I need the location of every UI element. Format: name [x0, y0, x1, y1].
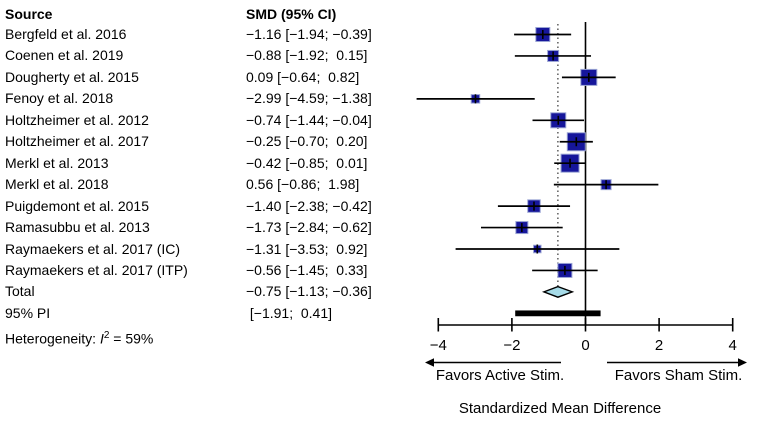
x-axis-tick-label: 2	[655, 337, 663, 354]
study-label: Merkl et al. 2018	[5, 176, 109, 193]
study-smd-value: −0.74 [−1.44; −0.04]	[246, 111, 372, 128]
favors-active-arrowhead-icon	[425, 358, 434, 367]
heterogeneity-exponent: 2	[103, 330, 110, 341]
study-label: Fenoy et al. 2018	[5, 90, 114, 107]
favors-sham-arrowhead-icon	[738, 358, 747, 367]
favors-sham-label: Favors Sham Stim.	[614, 367, 743, 384]
study-label: Holtzheimer et al. 2017	[5, 133, 149, 150]
study-label: Dougherty et al. 2015	[5, 68, 139, 85]
x-axis-tick-label: 4	[729, 337, 737, 354]
study-smd-value: −0.42 [−0.85; 0.01]	[246, 154, 368, 171]
study-smd-value: −1.40 [−2.38; −0.42]	[246, 197, 372, 214]
total-label: Total	[5, 283, 35, 300]
study-smd-value: −0.25 [−0.70; 0.20]	[246, 133, 368, 150]
study-smd-value: −1.16 [−1.94; −0.39]	[246, 26, 372, 42]
x-axis-title: Standardized Mean Difference	[458, 400, 662, 417]
study-smd-value: −0.88 [−1.92; 0.15]	[246, 47, 368, 64]
source-column-header: Source	[5, 6, 53, 22]
favors-active-label: Favors Active Stim.	[435, 367, 565, 384]
heterogeneity-stat: I	[99, 330, 104, 347]
pi-label: 95% PI	[5, 304, 51, 321]
study-smd-value: 0.56 [−0.86; 1.98]	[246, 176, 360, 193]
heterogeneity-prefix: Heterogeneity:	[5, 330, 100, 347]
study-label: Merkl et al. 2013	[5, 154, 109, 171]
study-smd-value: −1.73 [−2.84; −0.62]	[246, 219, 372, 236]
total-smd-value: −0.75 [−1.13; −0.36]	[246, 283, 372, 300]
study-smd-value: −0.56 [−1.45; 0.33]	[246, 261, 368, 278]
x-axis-tick-label: −4	[430, 337, 447, 354]
study-label: Puigdemont et al. 2015	[5, 197, 149, 214]
heterogeneity-suffix: = 59%	[109, 330, 154, 347]
x-axis-tick-label: 0	[581, 337, 589, 354]
study-smd-value: −1.31 [−3.53; 0.92]	[246, 240, 368, 257]
smd-column-header: SMD (95% CI)	[246, 6, 337, 22]
study-label: Raymaekers et al. 2017 (IC)	[5, 240, 181, 257]
total-diamond	[541, 285, 575, 298]
study-smd-value: −2.99 [−4.59; −1.38]	[246, 90, 372, 107]
study-label: Raymaekers et al. 2017 (ITP)	[5, 261, 188, 278]
study-smd-value: 0.09 [−0.64; 0.82]	[246, 68, 360, 85]
x-axis-tick-label: −2	[503, 337, 520, 354]
heterogeneity-note: Heterogeneity: I2 = 59%	[5, 327, 154, 347]
study-label: Bergfeld et al. 2016	[5, 26, 127, 42]
pi-value: [−1.91; 0.41]	[246, 304, 333, 321]
study-label: Ramasubbu et al. 2013	[5, 219, 150, 236]
prediction-interval-bar	[515, 310, 601, 317]
study-label: Coenen et al. 2019	[5, 47, 124, 64]
study-label: Holtzheimer et al. 2012	[5, 111, 149, 128]
